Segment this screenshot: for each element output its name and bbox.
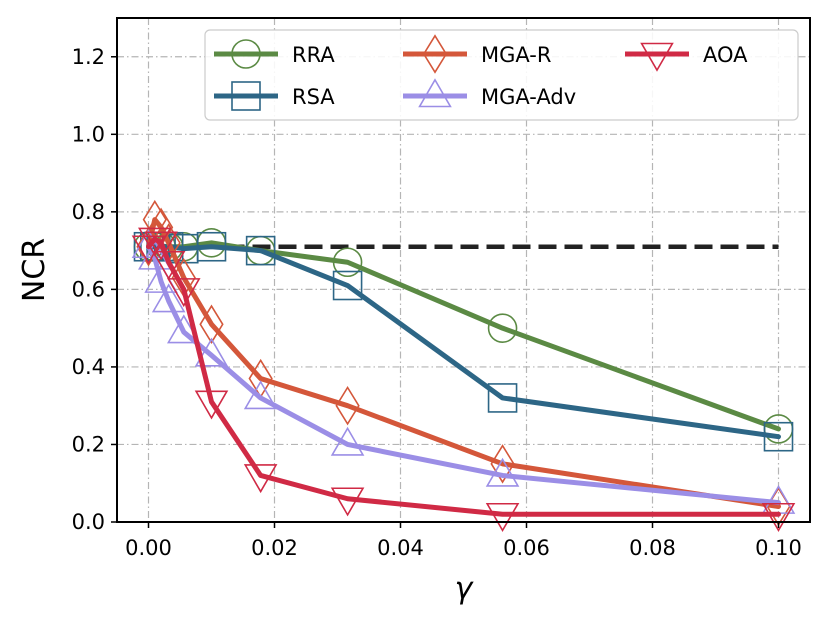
data-point (245, 235, 276, 266)
data-point (487, 383, 518, 413)
legend-marker (231, 81, 261, 111)
series-line (146, 244, 781, 506)
legend-item-rra: RRA (214, 39, 335, 69)
data-point (490, 444, 515, 484)
y-tick-label: 0.2 (72, 432, 105, 456)
y-axis-ticks: 0.0 0.2 0.4 0.6 0.8 1.0 1.2 (72, 45, 117, 534)
x-tick-label: 0.06 (503, 536, 550, 560)
y-tick-label: 1.2 (72, 45, 105, 69)
x-axis-label: γ (455, 571, 475, 606)
data-point (485, 457, 520, 487)
data-point (330, 487, 365, 517)
data-point (243, 380, 278, 410)
data-point (761, 502, 796, 532)
x-axis-ticks: 0.00 0.02 0.04 0.06 0.08 0.10 (125, 522, 802, 560)
legend-item-mga-adv: MGA-Adv (403, 78, 576, 109)
data-point (138, 227, 172, 257)
data-point (243, 464, 278, 494)
y-tick-label: 0.0 (72, 510, 105, 534)
legend-label: RSA (292, 85, 335, 109)
data-point (330, 426, 365, 456)
data-point (194, 337, 229, 367)
legend-item-rsa: RSA (214, 81, 335, 111)
data-point (332, 270, 363, 301)
legend-label: MGA-Adv (481, 85, 576, 109)
legend-label: AOA (703, 43, 748, 67)
legend-label: RRA (292, 43, 335, 67)
y-axis-label: NCR (17, 238, 52, 302)
series-rsa (133, 231, 794, 452)
series-line (146, 217, 781, 509)
y-tick-label: 0.4 (72, 355, 105, 379)
data-point (332, 247, 363, 278)
data-point (144, 231, 178, 261)
data-point (151, 283, 186, 313)
data-point (199, 304, 224, 345)
legend: RRA RSA MGA-R MGA-Adv AOA (204, 29, 799, 121)
data-point (485, 502, 520, 532)
series-line (146, 244, 781, 440)
y-tick-label: 0.8 (72, 200, 105, 224)
legend-item-mga-r: MGA-R (403, 34, 551, 74)
legend-marker (640, 42, 674, 72)
series-line (146, 236, 781, 517)
legend-label: MGA-R (481, 43, 551, 67)
data-point (487, 313, 518, 343)
x-tick-label: 0.04 (377, 536, 424, 560)
legend-marker (422, 34, 448, 74)
y-tick-label: 1.0 (72, 122, 105, 146)
data-point (763, 421, 794, 452)
legend-item-aoa: AOA (625, 42, 748, 72)
plot-frame (116, 17, 811, 523)
data-point (151, 250, 186, 280)
y-tick-label: 0.6 (72, 277, 105, 301)
data-point (335, 385, 360, 426)
data-point (194, 390, 229, 420)
series-line (146, 240, 781, 432)
series-rra (133, 228, 794, 444)
x-tick-label: 0.02 (251, 536, 298, 560)
x-tick-label: 0.08 (629, 536, 676, 560)
data-point (196, 231, 227, 262)
series-aoa (131, 227, 796, 532)
series-layer (131, 199, 796, 532)
x-tick-label: 0.10 (755, 536, 802, 560)
legend-marker (418, 78, 452, 108)
legend-marker (231, 39, 261, 69)
data-point (166, 278, 201, 308)
x-tick-label: 0.00 (125, 536, 172, 560)
